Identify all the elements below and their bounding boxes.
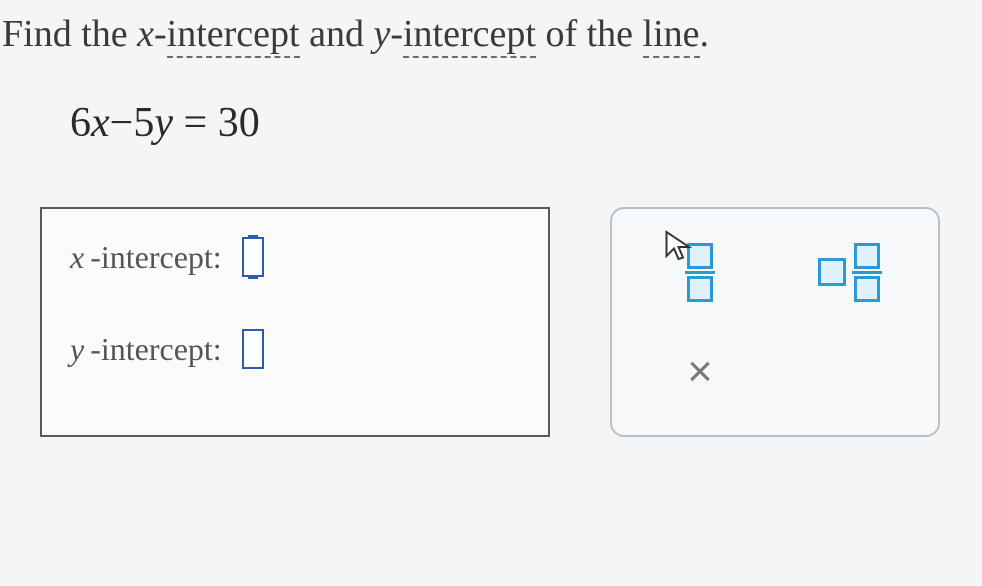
cursor-icon xyxy=(662,229,698,270)
equation: 6x−5y = 30 xyxy=(70,99,982,147)
tool-panel: × xyxy=(610,207,940,437)
y-intercept-label: -intercept: xyxy=(90,331,221,368)
x-var-label: x xyxy=(70,239,84,276)
clear-tool-button[interactable]: × xyxy=(640,332,760,412)
question-prompt: Find the x-intercept and y-intercept of … xyxy=(0,10,982,59)
empty-tool-slot xyxy=(790,332,910,412)
mixed-number-tool-button[interactable] xyxy=(790,232,910,312)
link-intercept-2[interactable]: intercept xyxy=(403,13,536,58)
link-line[interactable]: line xyxy=(643,13,700,58)
prompt-text: Find the xyxy=(2,13,137,55)
var-x: x xyxy=(137,13,154,55)
x-intercept-row: x -intercept: xyxy=(70,237,520,277)
answer-box: x -intercept: y -intercept: xyxy=(40,207,550,437)
y-intercept-row: y -intercept: xyxy=(70,329,520,369)
link-intercept-1[interactable]: intercept xyxy=(167,13,300,58)
fraction-tool-button[interactable] xyxy=(640,232,760,312)
var-y: y xyxy=(373,13,390,55)
y-intercept-input[interactable] xyxy=(242,329,264,369)
clear-icon: × xyxy=(687,350,713,394)
x-intercept-label: -intercept: xyxy=(90,239,221,276)
mixed-number-icon xyxy=(818,243,882,302)
x-intercept-input[interactable] xyxy=(242,237,264,277)
y-var-label: y xyxy=(70,331,84,368)
